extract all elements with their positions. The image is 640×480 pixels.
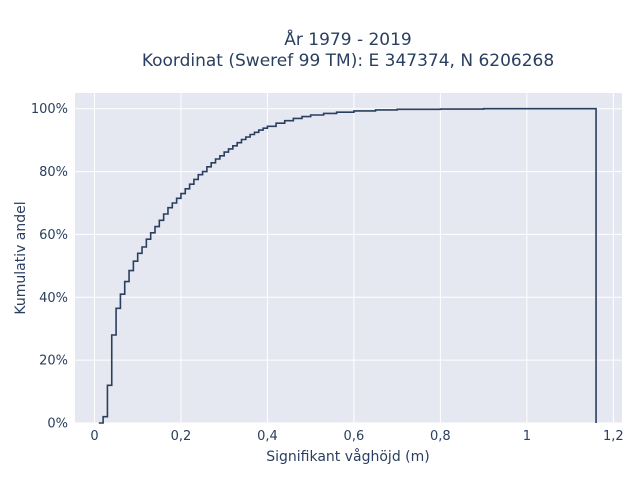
y-tick-label: 40%	[39, 291, 68, 306]
chart-title-line-2: Koordinat (Sweref 99 TM): E 347374, N 62…	[142, 51, 554, 71]
y-tick-label: 0%	[47, 417, 68, 432]
x-tick-label: 0,6	[344, 429, 365, 444]
plot-background	[75, 93, 622, 423]
x-tick-label: 0,8	[430, 429, 451, 444]
x-tick-label: 1	[523, 429, 531, 444]
cdf-step-line	[98, 107, 597, 424]
x-axis-title: Signifikant våghöjd (m)	[266, 448, 429, 465]
x-tick-label: 0	[90, 429, 98, 444]
y-tick-label: 100%	[31, 102, 68, 117]
x-tick-label: 0,2	[171, 429, 192, 444]
y-tick-label: 80%	[39, 165, 68, 180]
chart-title-line-1: År 1979 - 2019	[284, 28, 412, 50]
y-tick-label: 20%	[39, 354, 68, 369]
x-tick-labels: 0 0,2 0,4 0,6 0,8 1 1,2	[90, 429, 623, 444]
series-layer	[98, 107, 597, 424]
x-tick-label: 0,4	[257, 429, 278, 444]
x-tick-label: 1,2	[603, 429, 624, 444]
y-tick-label: 60%	[39, 228, 68, 243]
y-tick-labels: 0% 20% 40% 60% 80% 100%	[31, 102, 68, 431]
y-axis-title: Kumulativ andel	[13, 201, 29, 314]
